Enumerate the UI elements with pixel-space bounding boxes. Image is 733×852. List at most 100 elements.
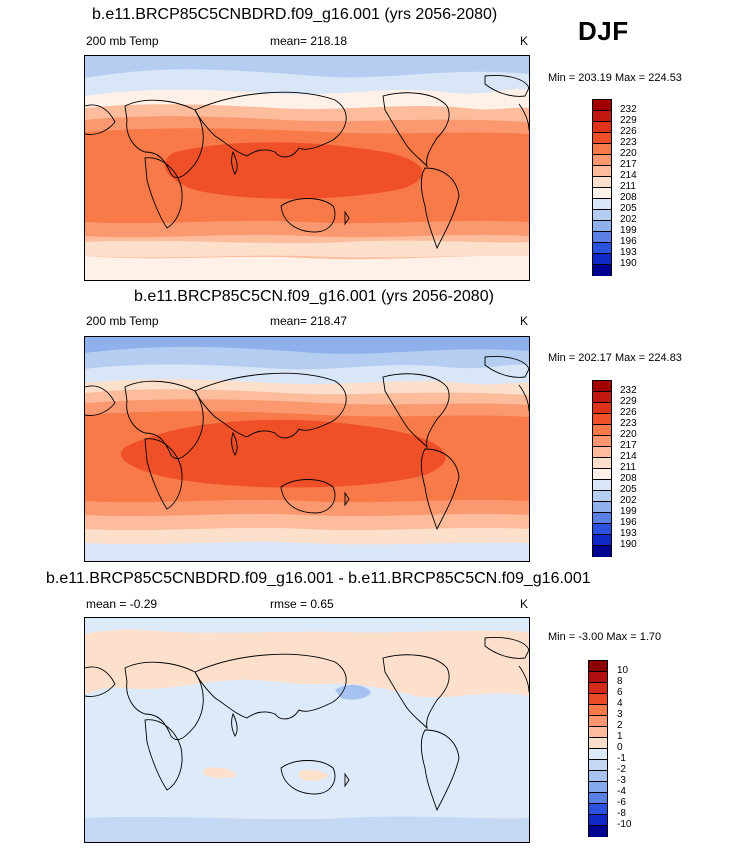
field-band-positive-north <box>85 618 529 698</box>
panel-3-colorbar-box <box>589 716 607 727</box>
panel-2-colorbar-label: 217 <box>620 440 637 451</box>
panel-3-colorbar <box>588 660 608 837</box>
panel-3-colorbar-label: -6 <box>617 797 626 808</box>
panel-3-colorbar-box <box>589 705 607 716</box>
panel-3-colorbar-box <box>589 672 607 683</box>
panel-3-mean-label: mean = -0.29 <box>86 597 158 611</box>
panel-3-colorbar-label: 3 <box>617 709 623 720</box>
panel-2-colorbar-label: 220 <box>620 429 637 440</box>
panel-3-colorbar-label: -8 <box>617 808 626 819</box>
panel-3-colorbar-box <box>589 760 607 771</box>
panel-2-colorbar-label: 208 <box>620 473 637 484</box>
panel-2-colorbar-box <box>593 502 611 513</box>
field-band-hottest <box>120 419 446 488</box>
panel-1-colorbar-box <box>593 254 611 265</box>
panel-3-units-label: K <box>520 597 529 611</box>
panel-3-colorbar-label: 1 <box>617 731 623 742</box>
panel-2-colorbar-box <box>593 414 611 425</box>
panel-1-map <box>84 55 530 281</box>
field-band-hottest <box>164 142 423 199</box>
panel-2-colorbar-label: 205 <box>620 484 637 495</box>
panel-3-colorbar-label: 2 <box>617 720 623 731</box>
panel-1-colorbar-box <box>593 133 611 144</box>
panel-2-title: b.e11.BRCP85C5CN.f09_g16.001 (yrs 2056-2… <box>134 288 494 305</box>
panel-3-colorbar-label: -10 <box>617 819 632 830</box>
panel-2-colorbar-box <box>593 491 611 502</box>
panel-1-colorbar-box <box>593 188 611 199</box>
panel-1-colorbar-label: 214 <box>620 170 637 181</box>
panel-2-colorbar-label: 199 <box>620 506 637 517</box>
panel-1-colorbar-label: 229 <box>620 115 637 126</box>
panel-2-colorbar-box <box>593 535 611 546</box>
panel-2-mean-label: mean= 218.47 <box>270 314 348 328</box>
panel-3-colorbar-label: 0 <box>617 742 623 753</box>
panel-1-variable-label: 200 mb Temp <box>86 34 159 48</box>
panel-1-colorbar-label: 226 <box>620 126 637 137</box>
panel-1-colorbar-box <box>593 166 611 177</box>
panel-2-coastlines <box>85 356 529 531</box>
panel-1-colorbar-label: 232 <box>620 104 637 115</box>
panel-1-colorbar <box>592 99 612 276</box>
panel-3-colorbar-box <box>589 683 607 694</box>
panel-1-colorbar-label: 208 <box>620 192 637 203</box>
panel-1-colorbar-label: 199 <box>620 225 637 236</box>
panel-2-variable-label: 200 mb Temp <box>86 314 159 328</box>
panel-1-colorbar-box <box>593 100 611 111</box>
panel-2-colorbar <box>592 380 612 557</box>
panel-1-colorbar-box <box>593 243 611 254</box>
panel-1-colorbar-box <box>593 122 611 133</box>
panel-2-colorbar-box <box>593 458 611 469</box>
panel-3-colorbar-label: 10 <box>617 665 629 676</box>
panel-1-colorbar-label: 205 <box>620 203 637 214</box>
panel-2-colorbar-box <box>593 436 611 447</box>
panel-2-map <box>84 336 530 562</box>
panel-3-minmax: Min = -3.00 Max = 1.70 <box>548 631 662 643</box>
panel-1-units-label: K <box>520 34 529 48</box>
panel-1-colorbar-box <box>593 265 611 276</box>
panel-1-mean-label: mean= 218.18 <box>270 34 348 48</box>
panel-2-colorbar-label: 196 <box>620 517 637 528</box>
panel-3-title: b.e11.BRCP85C5CNBDRD.f09_g16.001 - b.e11… <box>46 570 591 587</box>
panel-2-colorbar-label: 190 <box>620 539 637 550</box>
panel-2-colorbar-box <box>593 381 611 392</box>
panel-1-title: b.e11.BRCP85C5CNBDRD.f09_g16.001 (yrs 20… <box>92 6 498 23</box>
panel-1-colorbar-label: 193 <box>620 247 637 258</box>
panel-2-colorbar-label: 223 <box>620 418 637 429</box>
field-blob-positive-south <box>299 769 329 781</box>
panel-1-minmax: Min = 203.19 Max = 224.53 <box>548 72 682 84</box>
panel-1-colorbar-label: 202 <box>620 214 637 225</box>
panel-2-colorbar-label: 229 <box>620 396 637 407</box>
panel-2-colorbar-box <box>593 425 611 436</box>
panel-3-colorbar-box <box>589 694 607 705</box>
panel-2-colorbar-label: 193 <box>620 528 637 539</box>
panel-2-colorbar-label: 211 <box>620 462 636 473</box>
panel-2-colorbar-box <box>593 513 611 524</box>
panel-2-field-plot <box>85 337 529 561</box>
panel-1-colorbar-boxes <box>593 100 611 276</box>
panel-1-colorbar-box <box>593 111 611 122</box>
panel-1-colorbar-box <box>593 221 611 232</box>
panel-2-minmax: Min = 202.17 Max = 224.83 <box>548 352 682 364</box>
panel-3-colorbar-box <box>589 804 607 815</box>
panel-1-colorbar-box <box>593 155 611 166</box>
panel-1-colorbar-box <box>593 144 611 155</box>
panel-2-colorbar-box <box>593 447 611 458</box>
panel-3-colorbar-label: 8 <box>617 676 623 687</box>
panel-3-colorbar-label: 6 <box>617 687 623 698</box>
panel-3-colorbar-box <box>589 793 607 804</box>
panel-3-field-plot <box>85 618 529 842</box>
panel-3-colorbar-box <box>589 749 607 760</box>
panel-2-colorbar-box <box>593 480 611 491</box>
field-blob-positive-south <box>203 767 237 779</box>
field-band-arctic-negative <box>85 618 529 634</box>
panel-2-colorbar-box <box>593 524 611 535</box>
panel-3-colorbar-label: -4 <box>617 786 626 797</box>
panel-1-colorbar-label: 217 <box>620 159 637 170</box>
panel-1-colorbar-label: 190 <box>620 258 637 269</box>
panel-1-field-plot <box>85 56 529 280</box>
panel-2-colorbar-label: 232 <box>620 385 637 396</box>
panel-1-colorbar-box <box>593 210 611 221</box>
season-label: DJF <box>578 16 629 46</box>
field-band-antarctic-negative <box>85 816 529 842</box>
panel-3-colorbar-box <box>589 826 607 837</box>
